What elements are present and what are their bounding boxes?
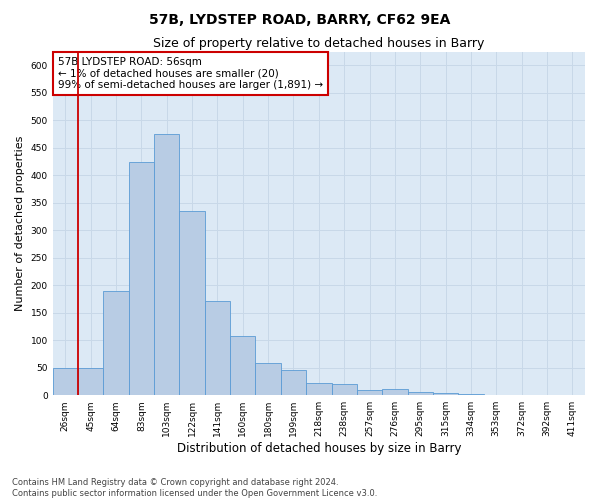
Bar — [306, 383, 332, 395]
Bar — [256, 364, 281, 395]
Bar — [332, 384, 357, 395]
Bar — [509, 394, 535, 395]
Bar — [205, 300, 230, 395]
Bar — [281, 370, 306, 395]
X-axis label: Distribution of detached houses by size in Barry: Distribution of detached houses by size … — [176, 442, 461, 455]
Text: Contains HM Land Registry data © Crown copyright and database right 2024.
Contai: Contains HM Land Registry data © Crown c… — [12, 478, 377, 498]
Bar — [103, 291, 129, 395]
Bar — [129, 162, 154, 395]
Bar — [154, 134, 179, 395]
Title: Size of property relative to detached houses in Barry: Size of property relative to detached ho… — [153, 38, 485, 51]
Bar — [382, 388, 407, 395]
Bar — [230, 336, 256, 395]
Y-axis label: Number of detached properties: Number of detached properties — [15, 136, 25, 311]
Bar — [78, 368, 103, 395]
Bar — [458, 394, 484, 395]
Bar — [179, 211, 205, 395]
Bar — [357, 390, 382, 395]
Text: 57B LYDSTEP ROAD: 56sqm
← 1% of detached houses are smaller (20)
99% of semi-det: 57B LYDSTEP ROAD: 56sqm ← 1% of detached… — [58, 57, 323, 90]
Text: 57B, LYDSTEP ROAD, BARRY, CF62 9EA: 57B, LYDSTEP ROAD, BARRY, CF62 9EA — [149, 12, 451, 26]
Bar — [433, 393, 458, 395]
Bar — [53, 368, 78, 395]
Bar — [407, 392, 433, 395]
Bar — [560, 394, 585, 395]
